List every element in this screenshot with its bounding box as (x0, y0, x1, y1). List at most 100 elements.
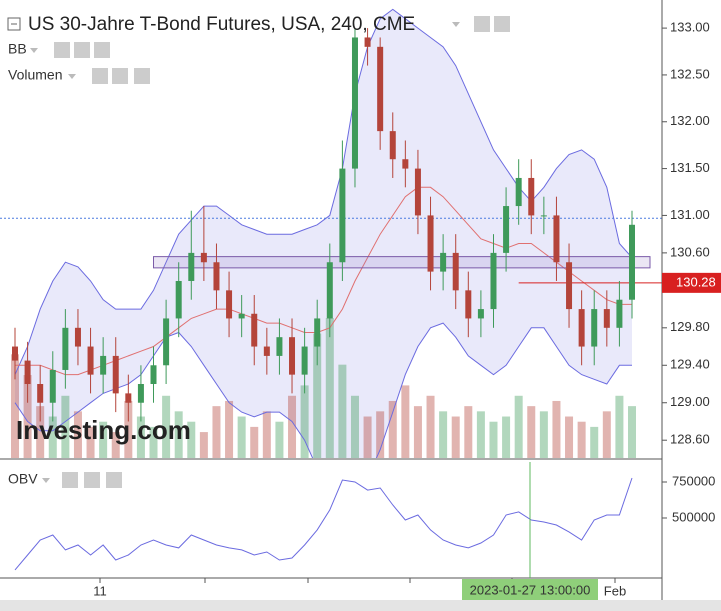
volume-bar (502, 416, 511, 458)
volume-bar (376, 411, 385, 458)
watermark: Investing.com (16, 415, 191, 445)
candle-body (289, 337, 296, 375)
y-tick-label: 750000 (672, 473, 715, 488)
obv-title: OBV (8, 471, 38, 487)
volume-bar (388, 400, 397, 458)
candle-body (150, 365, 157, 385)
y-tick-label: 129.80 (670, 319, 710, 334)
x-tick-label: Feb (604, 583, 626, 598)
candle-body (301, 346, 308, 375)
volume-bar (48, 416, 57, 458)
volume-bar (363, 416, 372, 458)
settings-icon[interactable] (474, 16, 490, 32)
candle-body (629, 224, 635, 300)
volume-bar (136, 416, 145, 458)
settings-icon[interactable] (62, 472, 78, 488)
volume-bar (86, 426, 95, 458)
settings-icon[interactable] (494, 16, 510, 32)
volume-bar (565, 416, 574, 458)
zone (153, 256, 651, 269)
candle-body (465, 290, 472, 319)
volume-bar (61, 395, 70, 458)
candle-body (251, 313, 258, 347)
candle-body (553, 215, 560, 263)
settings-icon[interactable] (112, 68, 128, 84)
volume-bar (552, 400, 561, 458)
candle-body (528, 177, 535, 216)
volume-bar (313, 333, 322, 458)
candle-body (137, 384, 144, 403)
volume-bar (174, 411, 183, 458)
volume-bar (212, 406, 221, 458)
volume-bar (350, 395, 359, 458)
candle-body (427, 215, 434, 272)
candle-body (616, 299, 623, 328)
indicator-label: Volumen (8, 67, 62, 83)
candle-body (477, 309, 484, 319)
scrollbar[interactable] (0, 600, 721, 611)
candle-body (188, 252, 195, 281)
dropdown[interactable] (30, 48, 38, 53)
candle-body (578, 309, 585, 347)
y-tick-label: 130.60 (670, 244, 710, 259)
candle-body (163, 318, 170, 366)
dropdown[interactable] (42, 478, 50, 483)
candle-body (226, 290, 233, 319)
y-tick-label: 129.00 (670, 394, 710, 409)
volume-bar (275, 421, 284, 458)
volume-bar (262, 411, 271, 458)
volume-bar (199, 432, 208, 458)
volume-bar (73, 411, 82, 458)
y-tick-label: 131.50 (670, 160, 710, 175)
settings-icon[interactable] (92, 68, 108, 84)
settings-icon[interactable] (54, 42, 70, 58)
crosshair-box (462, 579, 598, 600)
volume-bar (338, 364, 347, 458)
close-icon[interactable] (94, 42, 110, 58)
candle-body (263, 346, 270, 356)
volume-bar (476, 411, 485, 458)
candle-body (112, 355, 119, 394)
volume-bar (124, 400, 133, 458)
settings-icon[interactable] (74, 42, 90, 58)
volume-bar (225, 400, 234, 458)
y-tick-label: 132.00 (670, 113, 710, 128)
y-tick-label: 129.40 (670, 357, 710, 372)
candle-body (200, 252, 207, 263)
volume-bar (514, 395, 523, 458)
candle-body (414, 168, 421, 216)
candle-body (490, 252, 497, 310)
candle-body (591, 309, 598, 347)
volume-bar (149, 426, 158, 458)
crosshair-label: 2023-01-27 13:00:00 (470, 582, 591, 597)
volume-bar (590, 426, 599, 458)
candle-body (377, 46, 384, 132)
candle-body (389, 131, 396, 160)
volume-bar (300, 385, 309, 458)
volume-bar (451, 416, 460, 458)
volume-bar (489, 421, 498, 458)
candle-body (566, 262, 573, 310)
volume-bar (401, 385, 410, 458)
obv-plot (14, 477, 633, 571)
close-icon[interactable] (106, 472, 122, 488)
candle-body (503, 206, 510, 253)
volume-bar (187, 421, 196, 458)
candle-body (238, 313, 245, 319)
volume-bar (23, 375, 32, 458)
candle-body (603, 309, 610, 328)
close-icon[interactable] (134, 68, 150, 84)
main-plot (0, 8, 662, 458)
y-tick-label: 131.00 (670, 207, 710, 222)
volume-bar (250, 426, 259, 458)
dropdown[interactable] (452, 22, 460, 27)
settings-icon[interactable] (84, 472, 100, 488)
volume-bar (325, 318, 334, 458)
candle-body (540, 215, 547, 217)
candle-body (125, 393, 132, 403)
volume-bar (628, 406, 636, 458)
dropdown[interactable] (68, 74, 76, 79)
